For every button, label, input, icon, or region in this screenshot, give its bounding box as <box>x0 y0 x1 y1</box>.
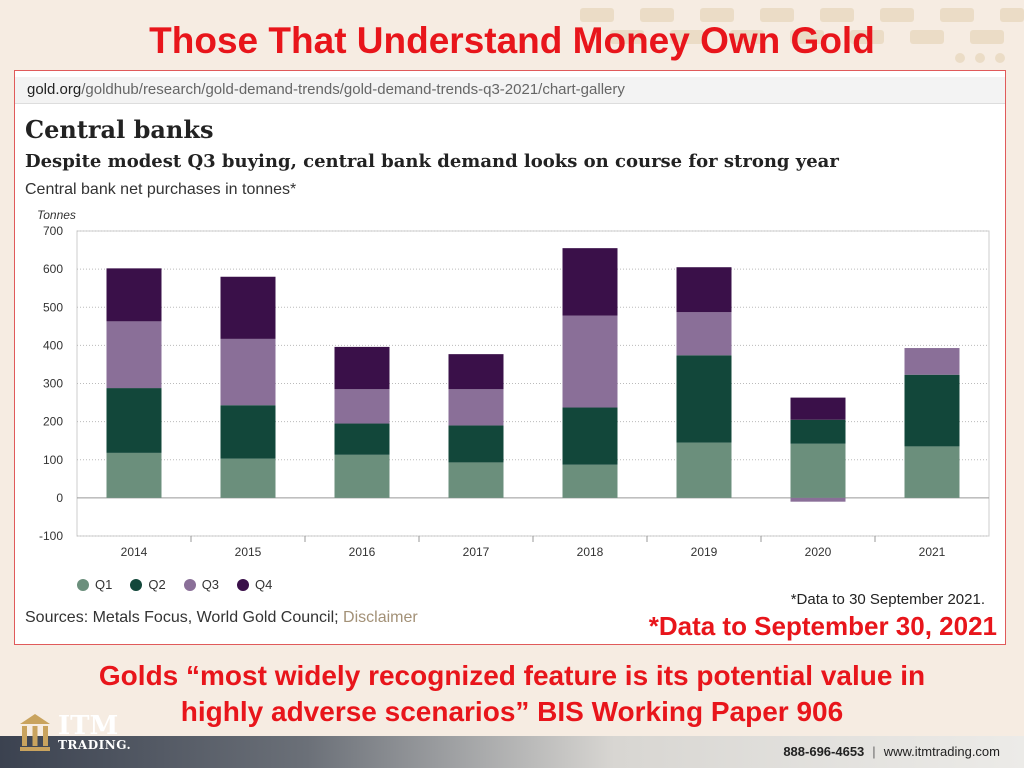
bar-q4-2019 <box>676 267 732 313</box>
y-tick-label: 700 <box>43 224 63 238</box>
legend-label: Q3 <box>201 577 220 592</box>
gold-bars-pattern <box>580 8 1024 63</box>
bar-q4-2018 <box>562 248 618 316</box>
footer-bar <box>0 736 1024 768</box>
y-tick-label: 200 <box>43 415 63 429</box>
bar-q3-2016 <box>334 389 390 424</box>
website-link[interactable]: www.itmtrading.com <box>883 744 1000 759</box>
itm-logo: ITM TRADING. <box>18 712 131 752</box>
bar-q1-2018 <box>562 464 618 498</box>
bar-q2-2019 <box>676 355 732 443</box>
bar-q1-2016 <box>334 454 390 498</box>
logo-text-trading: TRADING. <box>58 738 132 752</box>
browser-address-bar[interactable]: gold.org/goldhub/research/gold-demand-tr… <box>15 77 1005 104</box>
contact-info: 888-696-4653 | www.itmtrading.com <box>783 744 1000 759</box>
quote-line-2: highly adverse scenarios” BIS Working Pa… <box>180 696 844 727</box>
legend-item-q2[interactable]: Q2 <box>130 577 166 592</box>
x-tick-label: 2016 <box>349 545 376 559</box>
x-tick-label: 2014 <box>121 545 148 559</box>
legend-item-q4[interactable]: Q4 <box>237 577 272 592</box>
x-tick-label: 2017 <box>463 545 490 559</box>
y-tick-label: 0 <box>56 491 63 505</box>
bar-q1-2021 <box>904 446 960 498</box>
chart-footnote: *Data to 30 September 2021. <box>790 591 985 608</box>
disclaimer-link[interactable]: Disclaimer <box>343 609 418 626</box>
legend-swatch <box>77 578 89 591</box>
legend-item-q3[interactable]: Q3 <box>183 577 220 592</box>
chart-subtitle: Despite modest Q3 buying, central bank d… <box>25 151 839 172</box>
bar-q2-2015 <box>220 405 276 459</box>
url-text: gold.org/goldhub/research/gold-demand-tr… <box>27 81 625 98</box>
legend-label: Q1 <box>95 577 113 592</box>
quote-line-1: Golds “most widely recognized feature is… <box>98 660 926 691</box>
y-tick-label: 400 <box>43 338 63 352</box>
bar-q3-2020 <box>790 497 846 502</box>
y-tick-label: -100 <box>39 529 63 543</box>
x-tick-label: 2020 <box>805 545 832 559</box>
url-path: /goldhub/research/gold-demand-trends/gol… <box>81 81 625 98</box>
sources-text: Sources: Metals Focus, World Gold Counci… <box>25 609 344 626</box>
x-tick-label: 2019 <box>691 545 718 559</box>
bar-q2-2014 <box>106 388 162 453</box>
phone-number: 888-696-4653 <box>783 744 865 759</box>
data-note: *Data to September 30, 2021 <box>648 611 997 641</box>
bar-q4-2017 <box>448 354 504 390</box>
bar-q3-2021 <box>904 348 960 375</box>
bar-q3-2014 <box>106 321 162 389</box>
y-axis-label: Tonnes <box>37 208 76 222</box>
page-headline: Those That Understand Money Own Gold <box>149 20 875 61</box>
bar-q4-2020 <box>790 397 846 420</box>
chart-description: Central bank net purchases in tonnes* <box>25 181 297 198</box>
bar-q3-2015 <box>220 338 276 406</box>
contact-separator: | <box>872 744 876 759</box>
central-bank-chart: Tonnes -100 0 100 200 300 400 500 600 700 2014 2015… <box>37 208 990 559</box>
legend-label: Q2 <box>148 577 166 592</box>
legend-item-q1[interactable]: Q1 <box>77 577 112 592</box>
bar-q1-2017 <box>448 462 504 498</box>
bar-q2-2021 <box>904 374 960 447</box>
bar-q1-2019 <box>676 442 732 498</box>
url-domain: gold.org <box>27 81 82 98</box>
legend-label: Q4 <box>255 577 273 592</box>
y-tick-label: 300 <box>43 377 63 391</box>
chart-card: gold.org/goldhub/research/gold-demand-tr… <box>14 70 1006 645</box>
bis-quote: Golds “most widely recognized feature is… <box>0 658 1024 730</box>
bar-q3-2017 <box>448 389 504 426</box>
bar-q2-2017 <box>448 425 504 463</box>
x-tick-label: 2021 <box>919 545 946 559</box>
bar-q2-2016 <box>334 423 390 455</box>
chart-legend: Q1 Q2 Q3 Q4 <box>77 577 272 592</box>
x-tick-label: 2015 <box>235 545 262 559</box>
bar-q3-2018 <box>562 315 618 408</box>
bar-q1-2015 <box>220 458 276 498</box>
bar-q2-2018 <box>562 407 618 465</box>
bar-q1-2020 <box>790 443 846 498</box>
legend-swatch <box>130 578 143 591</box>
legend-swatch <box>183 578 196 591</box>
y-tick-label: 600 <box>43 262 63 276</box>
logo-text-itm: ITM <box>58 711 119 741</box>
columns-logo-icon <box>20 714 50 751</box>
bar-q4-2015 <box>220 276 276 339</box>
section-title: Central banks <box>25 115 214 144</box>
x-tick-label: 2018 <box>577 545 604 559</box>
bar-q3-2019 <box>676 312 732 356</box>
bar-q2-2020 <box>790 419 846 444</box>
y-tick-label: 100 <box>43 453 63 467</box>
bar-q1-2014 <box>106 452 162 498</box>
sources-line: Sources: Metals Focus, World Gold Counci… <box>25 609 418 627</box>
legend-swatch <box>237 578 250 591</box>
bar-q4-2014 <box>106 268 162 322</box>
bar-q4-2016 <box>334 346 390 390</box>
y-tick-label: 500 <box>43 300 63 314</box>
